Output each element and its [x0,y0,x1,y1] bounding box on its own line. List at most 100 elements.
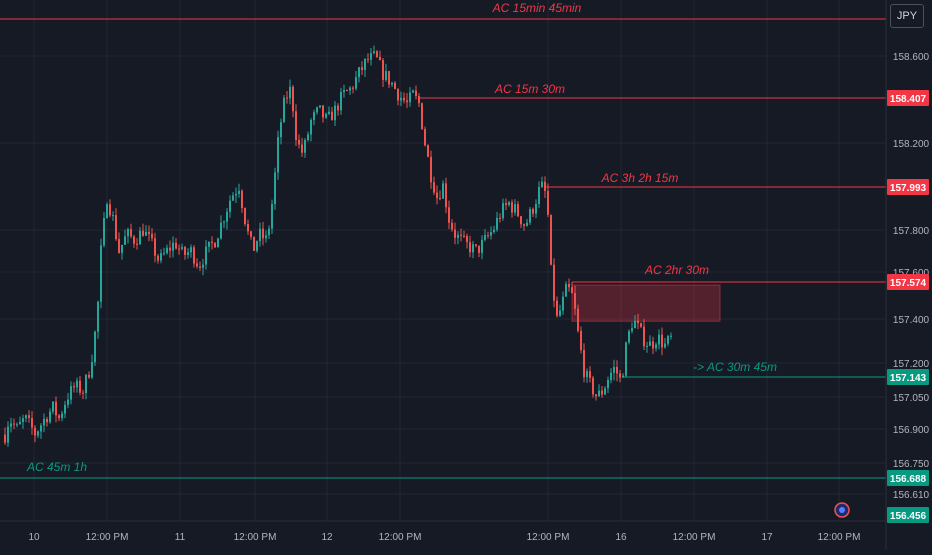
candle [238,190,240,194]
candle [46,418,48,423]
candle [310,119,312,135]
candle [604,388,606,395]
candle [73,386,75,388]
time-axis-tick: 11 [175,532,186,543]
candle [34,427,36,436]
candle [442,183,444,199]
currency-button[interactable]: JPY [890,4,924,28]
price-badge [887,369,929,385]
candle [298,139,300,145]
level-label: AC 3h 2h 15m [601,171,679,185]
candle [208,241,210,247]
candle [85,374,87,394]
candle [613,367,615,373]
candle [154,238,156,256]
candle [178,248,180,250]
level-label: AC 15min 45min [492,1,582,15]
candle [532,209,534,214]
candle [127,229,129,237]
candle [469,242,471,253]
candle [487,235,489,237]
candle [643,326,645,347]
candle [37,431,39,436]
candle [244,208,246,224]
candle [160,253,162,261]
level-label: -> AC 30m 45m [693,360,777,374]
candle [565,283,567,297]
candle [181,247,183,249]
candle [226,211,228,222]
candle [640,323,642,327]
level-label: AC 2hr 30m [644,263,709,277]
time-axis-tick: 10 [28,532,40,543]
candle [574,293,576,309]
candle [334,105,336,121]
candle [661,334,663,348]
time-axis-tick: 12:00 PM [234,532,277,543]
candle [316,107,318,113]
price-axis-tick: 157.200 [893,359,930,370]
candle [352,87,354,89]
candle [547,190,549,215]
candle [16,424,18,426]
candle [667,336,669,344]
candle [148,231,150,234]
candle [214,242,216,248]
price-badge-label: 156.688 [890,474,927,485]
candle [607,379,609,389]
candle [556,300,558,316]
candle [499,217,501,219]
candle [634,320,636,329]
price-axis-tick: 157.400 [893,315,930,326]
candle [610,372,612,380]
candle [424,129,426,146]
candle [103,218,105,246]
candle [25,415,27,419]
candle [355,77,357,89]
candle [583,349,585,378]
candle [28,415,30,418]
candle [475,244,477,246]
candle [280,122,282,138]
candle [538,187,540,205]
candle [313,112,315,120]
candle [31,417,33,428]
candle [253,236,255,251]
candle [505,203,507,206]
candle [652,341,654,349]
price-axis-tick: 156.750 [893,459,930,470]
candle [184,247,186,255]
candle [559,310,561,316]
candle [628,331,630,343]
candle [325,113,327,118]
candle [109,204,111,216]
candle [451,222,453,230]
candle [94,331,96,363]
time-axis-tick: 16 [615,532,627,543]
candle [550,214,552,265]
candle [145,231,147,236]
candle [454,229,456,238]
time-axis-tick: 12:00 PM [527,532,570,543]
candle [196,263,198,267]
candle [88,374,90,378]
candle [40,425,42,432]
time-axis-tick: 12:00 PM [379,532,422,543]
candle [205,246,207,265]
price-axis-tick: 157.800 [893,226,930,237]
candle [562,296,564,311]
price-axis-tick: 156.900 [893,425,930,436]
candle [4,434,6,443]
candle [466,235,468,243]
candle [460,234,462,236]
candle [430,156,432,183]
candle [67,399,69,405]
candle [190,247,192,253]
candle [457,234,459,238]
candle [529,209,531,223]
candle [397,88,399,101]
candle [388,71,390,85]
candle [385,71,387,80]
